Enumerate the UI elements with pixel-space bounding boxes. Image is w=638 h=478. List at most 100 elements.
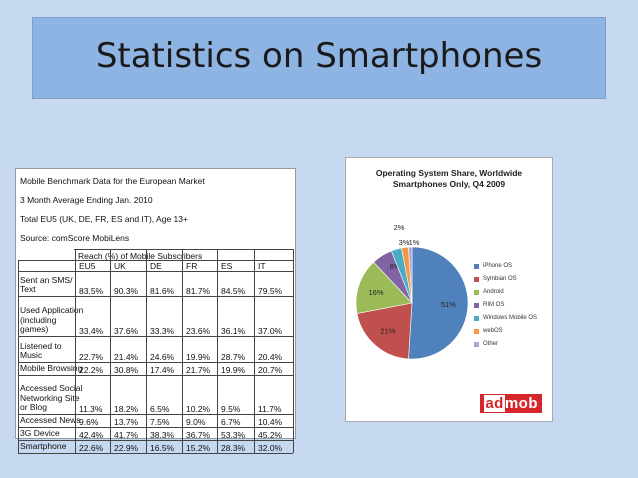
slide-title: Statistics on Smartphones — [95, 36, 543, 76]
chart-title-block: Operating System Share, Worldwide Smartp… — [346, 168, 552, 190]
table-cell: 22.2% — [79, 365, 104, 375]
row-label: Accessed Social — [20, 383, 83, 394]
table-cell: 23.6% — [186, 326, 211, 336]
table-gridline — [254, 249, 255, 453]
legend-swatch — [474, 264, 479, 269]
legend-swatch — [474, 277, 479, 282]
row-label: Accessed News — [20, 415, 81, 426]
table-cell: 19.9% — [221, 365, 246, 375]
table-cell: 33.3% — [150, 326, 175, 336]
table-cell: 9.0% — [186, 417, 206, 427]
table-cell: 6.7% — [221, 417, 241, 427]
pie-data-label: 1% — [409, 238, 420, 247]
reach-header: Reach (%) of Mobile Subscribers — [78, 251, 203, 261]
legend-label: Symbian OS — [483, 276, 517, 282]
row-label: Music — [20, 350, 43, 361]
table-cell: 37.0% — [258, 326, 283, 336]
table-cell: 28.3% — [221, 443, 246, 453]
table-cell: 18.2% — [114, 404, 139, 414]
table-gridline — [18, 271, 293, 272]
os-share-chart: Operating System Share, Worldwide Smartp… — [345, 157, 553, 422]
table-cell: 42.4% — [79, 430, 104, 440]
table-meta-line: Mobile Benchmark Data for the European M… — [20, 176, 205, 186]
table-cell: 90.3% — [114, 286, 139, 296]
table-gridline — [18, 427, 293, 428]
pie-data-label: 21% — [380, 326, 395, 335]
table-cell: 32.0% — [258, 443, 283, 453]
table-cell: 22.7% — [79, 352, 104, 362]
table-cell: 15.2% — [186, 443, 211, 453]
pie-slice-symbian-os — [356, 302, 413, 360]
table-cell: 36.1% — [221, 326, 246, 336]
table-gridline — [18, 296, 293, 297]
table-cell: 21.4% — [114, 352, 139, 362]
table-cell: 38.3% — [150, 430, 175, 440]
table-cell: 84.5% — [221, 286, 246, 296]
table-cell: 22.9% — [114, 443, 139, 453]
table-cell: 36.7% — [186, 430, 211, 440]
table-gridline — [18, 260, 19, 453]
table-gridline — [110, 249, 111, 453]
benchmark-table-image: Mobile Benchmark Data for the European M… — [15, 168, 296, 454]
table-meta-line: 3 Month Average Ending Jan. 2010 — [20, 195, 153, 205]
row-label: Networking Site — [20, 392, 80, 403]
row-label: Sent an SMS/ — [20, 274, 73, 285]
table-cell: 83.5% — [79, 286, 104, 296]
row-label: games) — [20, 324, 49, 335]
legend-label: iPhone OS — [483, 263, 513, 269]
column-header: FR — [186, 261, 198, 271]
table-gridline — [18, 336, 293, 337]
legend-label: webOS — [483, 328, 503, 334]
table-cell: 30.8% — [114, 365, 139, 375]
legend-swatch — [474, 290, 479, 295]
row-label: 3G Device — [20, 428, 60, 439]
pie-data-label: 16% — [368, 288, 383, 297]
table-meta-line: Source: comScore MobiLens — [20, 233, 130, 243]
table-cell: 53.3% — [221, 430, 246, 440]
table-cell: 20.7% — [258, 365, 283, 375]
table-gridline — [18, 260, 293, 261]
table-gridline — [18, 414, 293, 415]
column-header: IT — [258, 261, 266, 271]
legend-swatch — [474, 329, 479, 334]
table-gridline — [182, 249, 183, 453]
table-cell: 17.4% — [150, 365, 175, 375]
pie-data-label: 51% — [441, 300, 456, 309]
column-header: DE — [150, 261, 162, 271]
column-header: ES — [221, 261, 233, 271]
chart-title: Operating System Share, Worldwide — [375, 168, 523, 178]
table-cell: 21.7% — [186, 365, 211, 375]
table-gridline — [293, 249, 294, 453]
row-label: Used Application — [20, 305, 84, 316]
table-cell: 45.2% — [258, 430, 283, 440]
column-header: EU5 — [79, 261, 96, 271]
table-cell: 81.7% — [186, 286, 211, 296]
column-header: UK — [114, 261, 126, 271]
table-cell: 28.7% — [221, 352, 246, 362]
table-cell: 9.5% — [221, 404, 241, 414]
pie-slice-android — [355, 261, 413, 314]
table-cell: 37.6% — [114, 326, 139, 336]
pie-data-label: 3% — [399, 238, 410, 247]
table-gridline — [75, 249, 76, 453]
table-meta-line: Total EU5 (UK, DE, FR, ES and IT), Age 1… — [20, 214, 188, 224]
table-cell: 11.3% — [79, 404, 103, 414]
table-cell: 13.7% — [114, 417, 139, 427]
table-cell: 33.4% — [79, 326, 104, 336]
chart-subtitle: Smartphones Only, Q4 2009 — [392, 179, 506, 189]
pie-data-label: 2% — [394, 223, 405, 232]
row-label: Mobile Browsing — [20, 363, 83, 374]
table-cell: 16.5% — [150, 443, 175, 453]
legend-swatch — [474, 303, 479, 308]
table-cell: 9.6% — [79, 417, 99, 427]
legend-label: RIM OS — [483, 302, 505, 308]
table-cell: 81.6% — [150, 286, 175, 296]
table-gridline — [18, 362, 293, 363]
row-label: Smartphone — [20, 441, 67, 452]
table-cell: 20.4% — [258, 352, 283, 362]
table-gridline — [18, 375, 293, 376]
table-cell: 10.4% — [258, 417, 283, 427]
row-label: Listened to — [20, 340, 62, 351]
pie-slice-other — [408, 246, 413, 304]
table-cell: 11.7% — [258, 404, 282, 414]
